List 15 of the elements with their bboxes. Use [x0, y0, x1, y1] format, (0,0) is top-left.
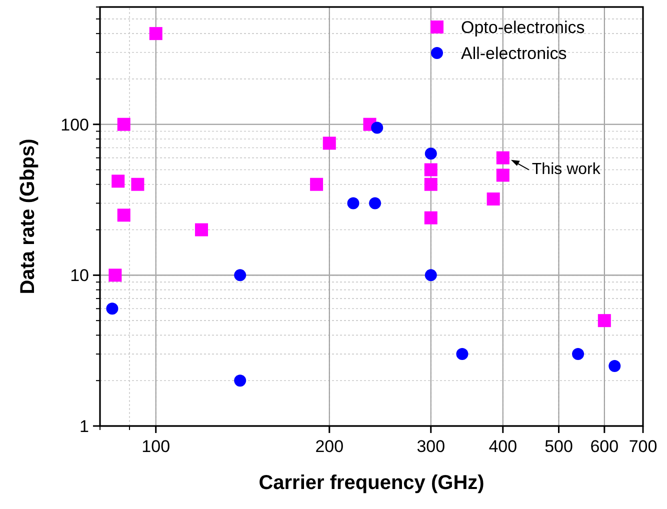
x-tick-label: 600 [590, 437, 619, 456]
x-tick-label: 500 [544, 437, 573, 456]
y-tick-label: 100 [60, 115, 89, 134]
x-tick-label: 400 [488, 437, 518, 456]
x-tick-label: 300 [416, 437, 446, 456]
x-tick-label: 200 [315, 437, 344, 456]
x-tick-label: 700 [628, 437, 658, 456]
legend-label: All-electronics [461, 44, 567, 63]
legend-label: Opto-electronics [461, 18, 585, 37]
x-axis-title: Carrier frequency (GHz) [258, 472, 484, 494]
y-axis-title: Data rate (Gbps) [17, 138, 39, 294]
x-tick-label: 100 [142, 437, 170, 456]
y-tick-label: 1 [80, 417, 89, 436]
annotation: This work [532, 160, 602, 178]
y-tick-label: 10 [70, 266, 89, 286]
